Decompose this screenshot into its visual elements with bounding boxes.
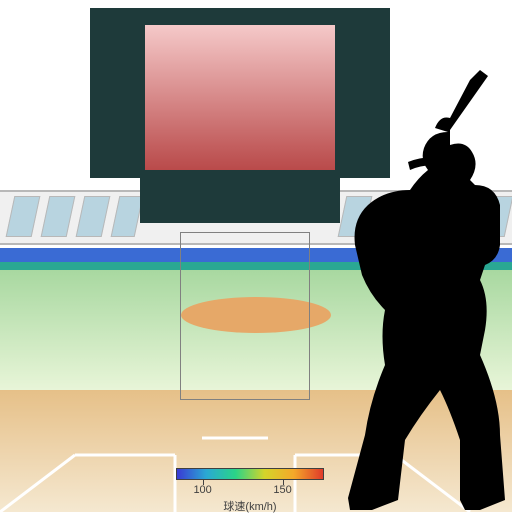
legend-tick-label: 100 xyxy=(188,484,218,496)
batter-silhouette xyxy=(300,70,512,520)
legend-tick-label: 150 xyxy=(268,484,298,496)
strike-zone xyxy=(180,232,310,400)
